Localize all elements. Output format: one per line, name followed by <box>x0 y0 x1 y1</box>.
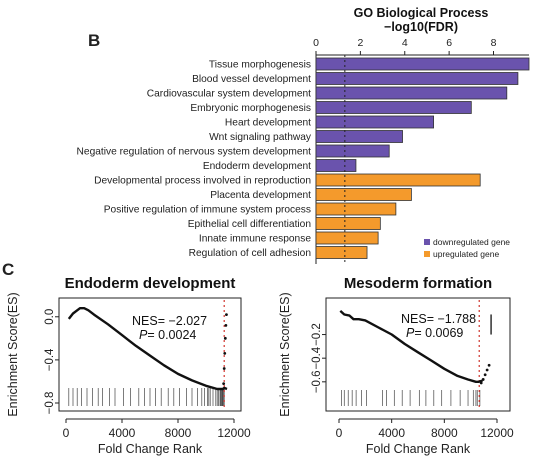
p-value-text: = 0.0024 <box>147 328 196 342</box>
bar-series <box>315 57 530 259</box>
x-tick-label: 4000 <box>109 426 136 440</box>
category-label: Innate immune response <box>199 234 311 245</box>
x-axis-label: Fold Change Rank <box>98 442 203 456</box>
category-label: Cardiovascular system development <box>147 89 311 100</box>
bar <box>315 86 508 100</box>
p-value-annotation: P= 0.0024 <box>139 328 196 342</box>
category-labels: Tissue morphogenesis Blood vessel develop… <box>77 60 312 260</box>
category-label: Heart development <box>225 118 311 129</box>
x-tick-label: 8000 <box>165 426 192 440</box>
tail-point <box>487 363 491 367</box>
x-axis-ticks: 0 2 4 6 8 <box>313 37 497 55</box>
x-tick-label: 12000 <box>217 426 251 440</box>
legend-label-down: downregulated gene <box>433 237 510 247</box>
nes-annotation: NES= −2.027 <box>132 314 207 328</box>
y-tick-label: −0.6 <box>311 370 323 393</box>
y-tick-label: −0.2 <box>311 323 323 346</box>
x-tick-label: 0 <box>336 426 343 440</box>
x-tick-label: 0 <box>63 426 70 440</box>
tail-point <box>223 352 227 355</box>
y-axis-label: Enrichment Score(ES) <box>278 292 292 416</box>
category-label: Epithelial cell differentiation <box>188 219 311 230</box>
bar <box>315 231 379 245</box>
bar <box>315 57 530 71</box>
category-label: Wnt signaling pathway <box>209 132 312 143</box>
tail-point <box>485 368 489 372</box>
tail-point <box>224 324 228 327</box>
nes-annotation: NES= −1.788 <box>401 312 476 326</box>
x-tick-label: 4 <box>402 37 408 49</box>
category-label: Endoderm development <box>203 161 311 172</box>
category-label: Placenta development <box>210 190 311 201</box>
y-tick-label: 0.0 <box>44 309 56 325</box>
chart-title: GO Biological Process <box>354 6 489 20</box>
category-label: Negative regulation of nervous system de… <box>77 147 312 158</box>
tail-point <box>483 373 487 377</box>
panel-c-label: C <box>2 260 14 279</box>
legend-swatch-down <box>424 239 430 245</box>
bar <box>315 217 381 230</box>
x-tick-label: 8000 <box>431 426 458 440</box>
category-label: Tissue morphogenesis <box>209 60 311 71</box>
y-axis-label: Enrichment Score(ES) <box>6 292 20 416</box>
p-value-symbol: P <box>139 328 148 342</box>
tail-point <box>223 336 227 340</box>
category-label: Regulation of cell adhesion <box>189 248 311 259</box>
gsea-plot-mesoderm-formation: Mesoderm formation −0.2−0.4−0.6 0 4000 8000 1… <box>278 275 514 456</box>
tail-point <box>222 367 226 370</box>
tail-point <box>222 382 226 385</box>
x-tick-label: 6 <box>446 37 452 49</box>
tail-point <box>479 381 483 385</box>
plot-title: Endoderm development <box>65 275 236 292</box>
x-tick-label: 4000 <box>378 426 405 440</box>
p-value-text: = 0.0069 <box>414 326 463 340</box>
bar <box>315 115 434 129</box>
y-tick-label: −0.4 <box>311 346 323 369</box>
plot-frame <box>58 297 242 412</box>
category-label: Positive regulation of immune system pro… <box>104 205 311 216</box>
x-tick-label: 12000 <box>480 426 514 440</box>
legend: downregulated gene upregulated gene <box>424 237 510 259</box>
bar <box>315 188 412 201</box>
bar <box>315 130 403 143</box>
x-tick-label: 2 <box>357 37 363 49</box>
y-tick-label: −0.4 <box>44 348 56 371</box>
legend-swatch-up <box>424 251 430 257</box>
x-tick-label: 0 <box>313 37 319 49</box>
p-value-symbol: P <box>406 326 415 340</box>
bar <box>315 202 397 216</box>
x-tick-label: 8 <box>491 37 497 49</box>
panel-b-go-bar-chart: B GO Biological Process −log10(FDR) 0 2 4 6… <box>77 6 530 264</box>
panel-b-label: B <box>88 31 100 50</box>
plot-title: Mesoderm formation <box>344 275 492 292</box>
category-label: Embryonic morphogenesis <box>190 103 311 114</box>
tail-point <box>225 313 228 317</box>
bar <box>315 159 357 172</box>
enrichment-score-curve <box>339 310 483 383</box>
x-axis-label: Fold Change Rank <box>366 442 471 456</box>
bar <box>315 144 390 158</box>
y-tick-label: −0.8 <box>44 392 56 415</box>
bar <box>315 246 368 259</box>
bar <box>315 101 472 114</box>
enrichment-score-curve <box>67 307 228 391</box>
tail-point <box>481 378 485 381</box>
p-value-annotation: P= 0.0069 <box>406 326 463 340</box>
bar <box>315 173 481 187</box>
plot-frame <box>325 297 511 412</box>
category-label: Blood vessel development <box>192 74 311 85</box>
category-label: Developmental process involved in reprod… <box>94 176 311 187</box>
bar <box>315 72 519 85</box>
gsea-plot-endoderm-development: Endoderm development 0.0 −0.4 −0.8 0 4000 8000… <box>6 275 251 456</box>
x-axis-label: −log10(FDR) <box>384 20 458 34</box>
legend-label-up: upregulated gene <box>433 249 499 259</box>
